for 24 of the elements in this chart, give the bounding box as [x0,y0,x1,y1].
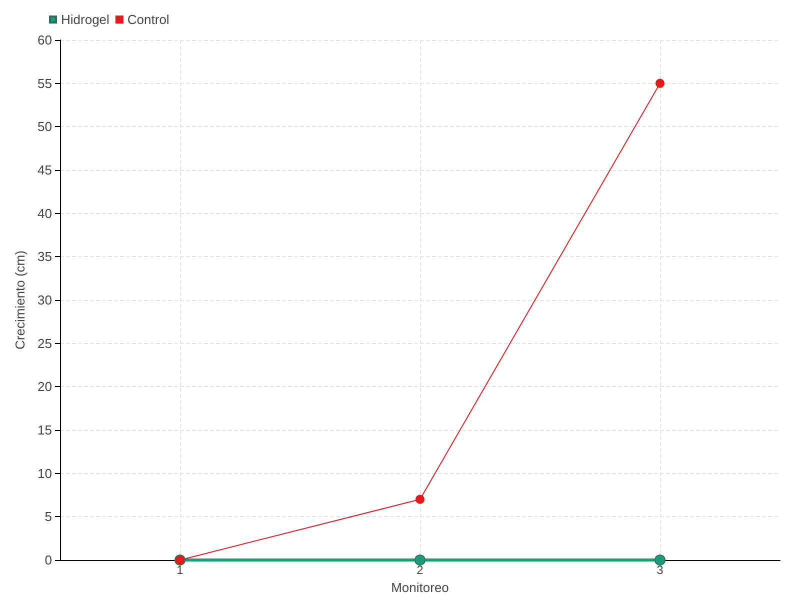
point [656,78,664,88]
y-tick-label: 25 [38,336,52,351]
y-tick-label: 30 [38,292,52,308]
y-tick-label: 40 [38,206,52,221]
y-tick-label: 20 [38,379,52,394]
y-tick-label: 0 [44,552,52,568]
y-tick-label: 15 [38,422,52,438]
y-tick-label: 50 [38,119,52,134]
x-tick-label: 1 [176,563,184,577]
point [414,554,426,566]
y-tick-label: 45 [38,162,52,178]
x-axis-title: Monitoreo [391,580,449,595]
x-tick-label: 2 [416,563,424,577]
y-tick-label: 60 [38,32,52,48]
point [416,494,424,504]
point [654,554,666,566]
legend-label: Hidrogel [61,12,110,27]
y-axis-title: Crecimiento (cm) [12,250,28,350]
legend-label: Control [127,12,170,27]
y-tick-label: 5 [44,509,52,524]
x-tick-label: 3 [656,563,664,577]
y-tick-label: 10 [38,466,52,481]
y-tick-label: 55 [38,76,52,91]
y-tick-label: 35 [38,249,52,264]
